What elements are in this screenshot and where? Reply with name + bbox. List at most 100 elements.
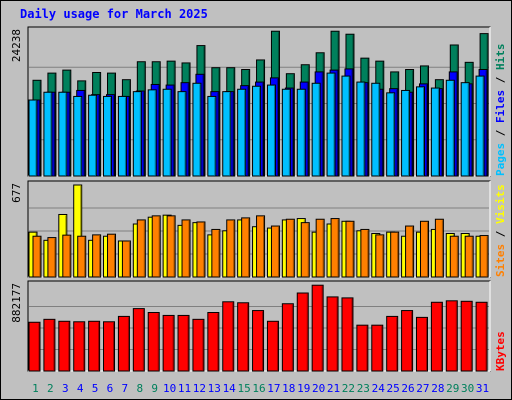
chart-title: Daily usage for March 2025 [20, 7, 208, 21]
bar-visits-day-9 [151, 215, 161, 278]
right-legend-hits-files-pages: Pages / Files / Hits [494, 44, 507, 177]
legend-files: Files [494, 90, 507, 123]
bar-kbytes-day-31 [475, 301, 488, 372]
ymax-label-hits-files-pages: 24238 [10, 29, 23, 62]
bar-kbytes-day-15 [237, 302, 250, 372]
bar-pages-day-16 [252, 85, 262, 177]
bar-kbytes-day-11 [177, 314, 190, 372]
bar-kbytes-day-29 [445, 300, 458, 372]
bar-visits-day-4 [77, 235, 87, 278]
bar-pages-day-21 [326, 72, 336, 177]
bar-pages-day-26 [401, 89, 411, 177]
bar-kbytes-day-14 [222, 301, 235, 372]
x-label-day-2: 2 [47, 382, 54, 395]
bar-visits-day-6 [107, 233, 117, 278]
bar-pages-day-13 [207, 95, 217, 177]
bar-kbytes-day-21 [326, 296, 339, 372]
bar-visits-day-1 [32, 235, 42, 278]
x-label-day-17: 17 [267, 382, 280, 395]
bar-kbytes-day-26 [401, 310, 414, 372]
bar-pages-day-23 [356, 81, 366, 177]
bar-pages-day-29 [445, 79, 455, 177]
bar-kbytes-day-19 [296, 292, 309, 372]
x-label-day-20: 20 [312, 382, 325, 395]
bar-visits-day-20 [315, 218, 325, 278]
bar-kbytes-day-28 [430, 301, 443, 372]
bar-visits-day-17 [270, 225, 280, 278]
x-label-day-11: 11 [178, 382, 191, 395]
bar-pages-day-4 [73, 95, 83, 177]
bar-kbytes-day-18 [281, 303, 294, 372]
bar-visits-day-7 [121, 240, 131, 278]
x-label-day-14: 14 [223, 382, 237, 395]
x-label-day-23: 23 [357, 382, 370, 395]
bar-visits-day-18 [285, 218, 295, 278]
bar-kbytes-day-27 [415, 316, 428, 372]
x-label-day-18: 18 [282, 382, 295, 395]
bar-pages-day-28 [430, 87, 440, 177]
bar-visits-day-2 [47, 237, 57, 278]
bar-kbytes-day-5 [88, 320, 101, 372]
bar-pages-day-24 [371, 82, 381, 177]
bar-kbytes-day-16 [252, 310, 265, 372]
x-label-day-3: 3 [62, 382, 69, 395]
legend-pages: Pages [494, 143, 507, 176]
x-label-day-1: 1 [32, 382, 39, 395]
bar-visits-day-30 [464, 235, 474, 278]
x-label-day-5: 5 [92, 382, 99, 395]
bar-visits-day-29 [449, 235, 459, 278]
bar-kbytes-day-1 [28, 321, 41, 372]
bar-pages-day-17 [266, 84, 276, 177]
bar-pages-day-12 [192, 82, 202, 177]
bar-visits-day-5 [92, 234, 102, 278]
bar-visits-day-26 [405, 225, 415, 278]
legend-hits: Hits [494, 44, 507, 71]
bar-pages-day-11 [177, 91, 187, 177]
x-label-day-4: 4 [77, 382, 84, 395]
bar-visits-day-31 [479, 235, 489, 278]
bar-kbytes-day-3 [58, 320, 71, 372]
right-legend-visits-sites: Sites / Visits [494, 184, 507, 277]
x-label-day-24: 24 [372, 382, 386, 395]
bar-visits-day-11 [181, 219, 191, 278]
x-label-day-7: 7 [122, 382, 129, 395]
bar-kbytes-day-12 [192, 318, 205, 372]
bar-kbytes-day-22 [341, 297, 354, 372]
bar-pages-day-19 [296, 88, 306, 177]
bar-visits-day-23 [360, 228, 370, 278]
bar-visits-day-28 [434, 218, 444, 278]
legend-visits: Visits [494, 184, 507, 224]
bar-pages-day-31 [475, 75, 485, 177]
ymax-label-kbytes: 882177 [10, 283, 23, 323]
x-label-day-8: 8 [136, 382, 143, 395]
bar-pages-day-7 [117, 95, 127, 177]
bar-visits-day-24 [375, 234, 385, 278]
bar-kbytes-day-20 [311, 284, 324, 372]
x-label-day-28: 28 [431, 382, 444, 395]
bar-visits-day-13 [211, 228, 221, 278]
bar-visits-day-15 [241, 217, 251, 278]
bar-kbytes-day-25 [386, 315, 399, 372]
x-label-day-9: 9 [151, 382, 158, 395]
x-label-day-31: 31 [476, 382, 489, 395]
bar-pages-day-9 [147, 89, 157, 177]
x-label-day-22: 22 [342, 382, 355, 395]
bar-kbytes-day-7 [117, 315, 130, 372]
x-label-day-26: 26 [401, 382, 414, 395]
bar-pages-day-1 [28, 99, 38, 177]
bar-kbytes-day-10 [162, 314, 175, 372]
ymax-label-visits-sites: 677 [10, 183, 23, 203]
legend-sites: Sites [494, 244, 507, 277]
bar-pages-day-10 [162, 88, 172, 177]
bar-visits-day-14 [226, 219, 236, 278]
x-label-day-10: 10 [163, 382, 176, 395]
bar-pages-day-15 [237, 88, 247, 177]
bar-pages-day-20 [311, 82, 321, 177]
bar-pages-day-30 [460, 82, 470, 177]
bar-pages-day-5 [88, 94, 98, 177]
bar-visits-day-16 [256, 215, 266, 278]
x-label-day-15: 15 [237, 382, 250, 395]
bar-visits-day-10 [166, 215, 176, 278]
bar-kbytes-day-2 [43, 318, 56, 372]
